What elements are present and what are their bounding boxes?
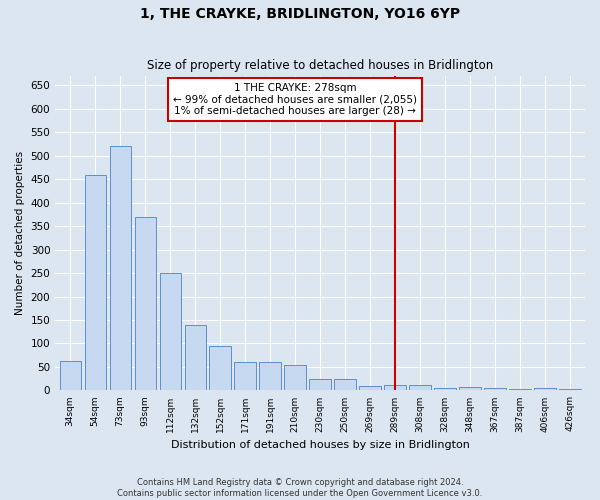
Bar	[460, 387, 481, 390]
Bar	[385, 386, 406, 390]
X-axis label: Distribution of detached houses by size in Bridlington: Distribution of detached houses by size …	[170, 440, 470, 450]
Bar	[284, 364, 306, 390]
Bar	[359, 386, 380, 390]
Bar	[235, 362, 256, 390]
Text: Contains HM Land Registry data © Crown copyright and database right 2024.
Contai: Contains HM Land Registry data © Crown c…	[118, 478, 482, 498]
Bar	[434, 388, 455, 390]
Bar	[484, 388, 506, 390]
Bar	[259, 362, 281, 390]
Bar	[409, 385, 431, 390]
Bar	[209, 346, 231, 391]
Title: Size of property relative to detached houses in Bridlington: Size of property relative to detached ho…	[147, 59, 493, 72]
Bar	[185, 324, 206, 390]
Bar	[134, 217, 156, 390]
Bar	[310, 378, 331, 390]
Bar	[59, 361, 81, 390]
Bar	[535, 388, 556, 390]
Bar	[559, 388, 581, 390]
Y-axis label: Number of detached properties: Number of detached properties	[15, 151, 25, 316]
Bar	[110, 146, 131, 390]
Text: 1, THE CRAYKE, BRIDLINGTON, YO16 6YP: 1, THE CRAYKE, BRIDLINGTON, YO16 6YP	[140, 8, 460, 22]
Bar	[334, 378, 356, 390]
Bar	[85, 176, 106, 390]
Bar	[160, 273, 181, 390]
Text: 1 THE CRAYKE: 278sqm
← 99% of detached houses are smaller (2,055)
1% of semi-det: 1 THE CRAYKE: 278sqm ← 99% of detached h…	[173, 83, 417, 116]
Bar	[509, 389, 530, 390]
